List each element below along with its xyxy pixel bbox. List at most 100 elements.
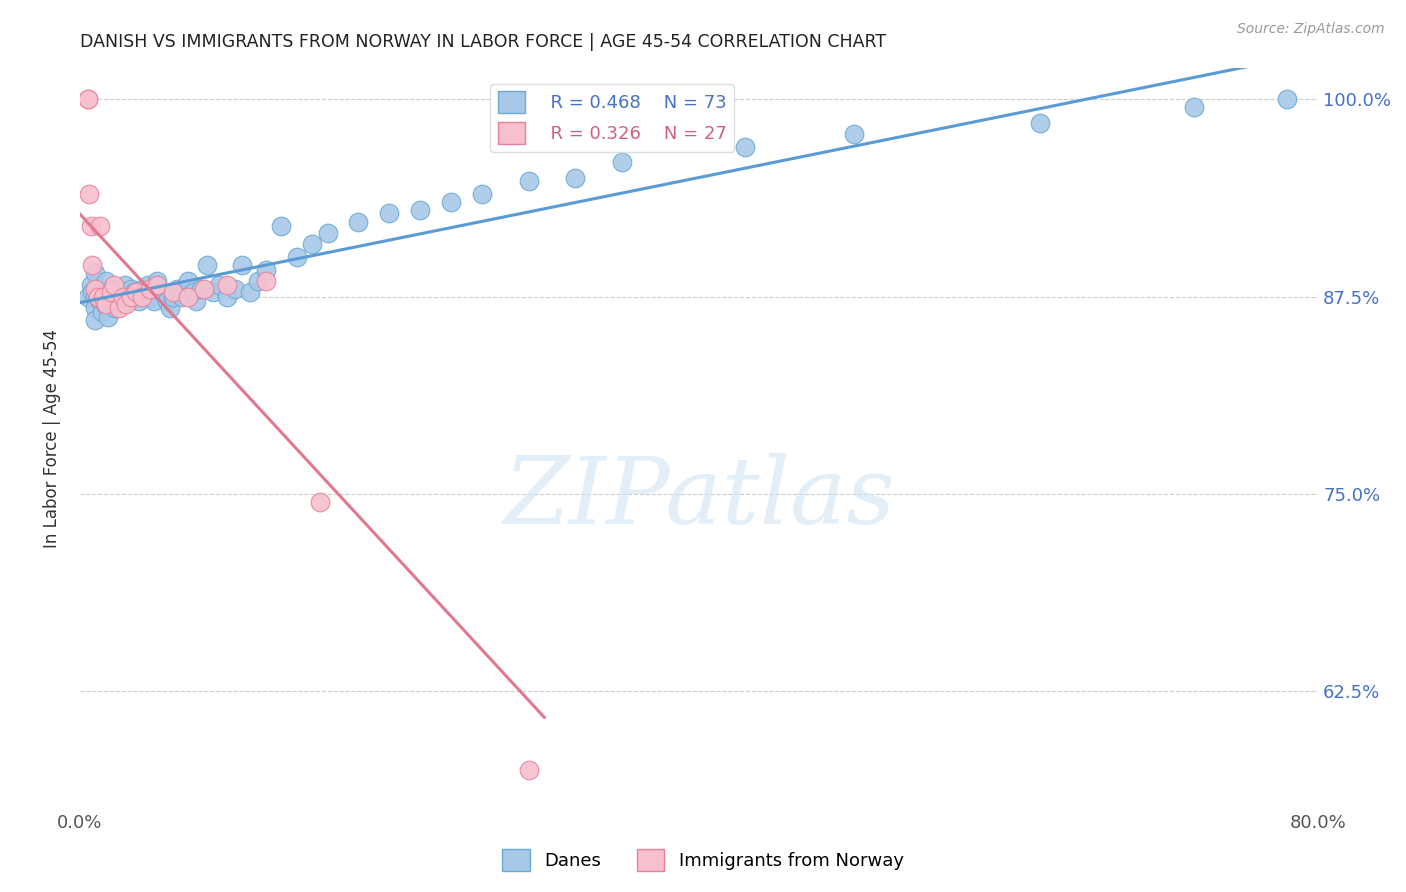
Point — [131, 282, 153, 296]
Point — [101, 282, 124, 296]
Text: DANISH VS IMMIGRANTS FROM NORWAY IN LABOR FORCE | AGE 45-54 CORRELATION CHART: DANISH VS IMMIGRANTS FROM NORWAY IN LABO… — [80, 33, 886, 51]
Point — [103, 294, 125, 309]
Point — [181, 285, 204, 299]
Point — [440, 194, 463, 209]
Legend:   R = 0.468    N = 73,   R = 0.326    N = 27: R = 0.468 N = 73, R = 0.326 N = 27 — [491, 84, 734, 152]
Point — [308, 494, 330, 508]
Point — [89, 219, 111, 233]
Text: ZIPatlas: ZIPatlas — [503, 453, 896, 543]
Point — [84, 313, 107, 327]
Point — [97, 310, 120, 324]
Point — [170, 289, 193, 303]
Point — [146, 278, 169, 293]
Y-axis label: In Labor Force | Age 45-54: In Labor Force | Age 45-54 — [44, 329, 60, 548]
Point — [108, 289, 131, 303]
Point — [107, 301, 129, 315]
Point — [139, 289, 162, 303]
Point — [136, 278, 159, 293]
Point — [146, 274, 169, 288]
Point — [87, 289, 110, 303]
Point — [124, 289, 146, 303]
Point — [143, 294, 166, 309]
Point — [76, 92, 98, 106]
Point — [111, 285, 134, 299]
Point — [138, 282, 160, 296]
Point — [107, 282, 129, 296]
Point — [91, 289, 114, 303]
Point — [87, 289, 110, 303]
Point — [195, 258, 218, 272]
Text: Source: ZipAtlas.com: Source: ZipAtlas.com — [1237, 22, 1385, 37]
Point — [76, 289, 98, 303]
Point — [378, 206, 401, 220]
Point — [76, 92, 98, 106]
Point — [120, 282, 142, 296]
Point — [82, 285, 104, 299]
Point — [89, 294, 111, 309]
Point — [100, 285, 122, 299]
Point — [610, 155, 633, 169]
Point — [162, 289, 184, 303]
Point — [1028, 116, 1050, 130]
Point — [98, 285, 121, 299]
Point — [301, 237, 323, 252]
Point — [166, 282, 188, 296]
Point — [177, 274, 200, 288]
Point — [1182, 100, 1205, 114]
Point — [91, 285, 114, 299]
Point — [231, 258, 253, 272]
Point — [84, 266, 107, 280]
Point — [208, 278, 231, 293]
Point — [270, 219, 292, 233]
Point — [239, 285, 262, 299]
Point — [193, 282, 215, 296]
Point — [96, 297, 118, 311]
Point — [124, 285, 146, 299]
Point — [117, 294, 139, 309]
Point — [254, 262, 277, 277]
Point — [100, 289, 122, 303]
Point — [517, 174, 540, 188]
Point — [93, 297, 115, 311]
Point — [184, 294, 207, 309]
Point — [254, 274, 277, 288]
Point — [84, 282, 107, 296]
Point — [122, 285, 145, 299]
Point — [159, 301, 181, 315]
Point — [347, 215, 370, 229]
Point — [215, 289, 238, 303]
Point — [190, 282, 212, 296]
Point — [162, 285, 184, 299]
Point — [84, 289, 107, 303]
Point — [120, 289, 142, 303]
Point — [84, 301, 107, 315]
Point — [131, 289, 153, 303]
Point — [80, 219, 103, 233]
Point — [77, 186, 100, 201]
Point — [134, 285, 156, 299]
Point — [471, 186, 494, 201]
Point — [80, 278, 103, 293]
Point — [128, 294, 150, 309]
Point — [104, 301, 127, 315]
Point — [96, 274, 118, 288]
Point — [215, 278, 238, 293]
Point — [1275, 92, 1298, 106]
Point — [316, 227, 339, 241]
Legend: Danes, Immigrants from Norway: Danes, Immigrants from Norway — [495, 842, 911, 879]
Point — [86, 282, 108, 296]
Point — [155, 294, 177, 309]
Point — [115, 289, 138, 303]
Point — [285, 250, 308, 264]
Point — [517, 763, 540, 777]
Point — [90, 305, 112, 319]
Point — [564, 171, 586, 186]
Point — [112, 289, 135, 303]
Point — [201, 285, 224, 299]
Point — [734, 139, 756, 153]
Point — [115, 297, 138, 311]
Point — [114, 278, 136, 293]
Point — [103, 278, 125, 293]
Point — [246, 274, 269, 288]
Point — [112, 297, 135, 311]
